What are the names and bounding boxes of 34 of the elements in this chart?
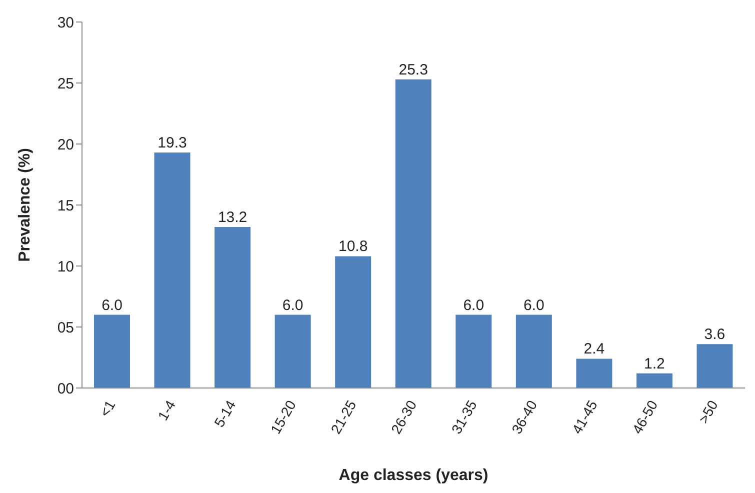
bar <box>274 314 311 388</box>
bar <box>576 358 612 388</box>
data-label: 6.0 <box>282 296 304 314</box>
y-tick-label: 30 <box>57 14 74 32</box>
bar <box>696 344 733 388</box>
data-label: 3.6 <box>704 326 726 344</box>
bar <box>214 226 251 388</box>
y-tick-label: 15 <box>57 197 74 214</box>
y-tick-label: 00 <box>57 380 74 398</box>
data-label: 19.3 <box>158 134 187 152</box>
data-label: 25.3 <box>398 61 428 78</box>
bar <box>335 256 372 388</box>
bar <box>94 314 130 388</box>
bar <box>456 314 492 388</box>
data-label: 10.8 <box>338 238 368 256</box>
data-label: 2.4 <box>584 340 605 358</box>
bar <box>516 314 552 388</box>
data-label: 13.2 <box>218 208 248 226</box>
data-label: 6.0 <box>523 296 544 314</box>
bar <box>395 79 432 388</box>
x-tick-label: <1 <box>96 397 118 420</box>
data-label: 1.2 <box>644 355 665 372</box>
x-tick-label: >50 <box>695 397 722 426</box>
data-label: 6.0 <box>102 296 122 314</box>
x-axis-title: Age classes (years) <box>338 467 488 484</box>
y-tick-label: 20 <box>57 136 74 154</box>
y-tick-label: 10 <box>57 258 74 276</box>
data-label: 6.0 <box>463 296 484 314</box>
y-tick-label: 05 <box>57 319 74 336</box>
x-tick-label: 1-4 <box>154 397 179 424</box>
bar <box>154 152 190 388</box>
bar <box>636 373 672 388</box>
y-axis-title: Prevalence (%) <box>16 148 34 262</box>
y-tick-label: 25 <box>57 75 74 92</box>
